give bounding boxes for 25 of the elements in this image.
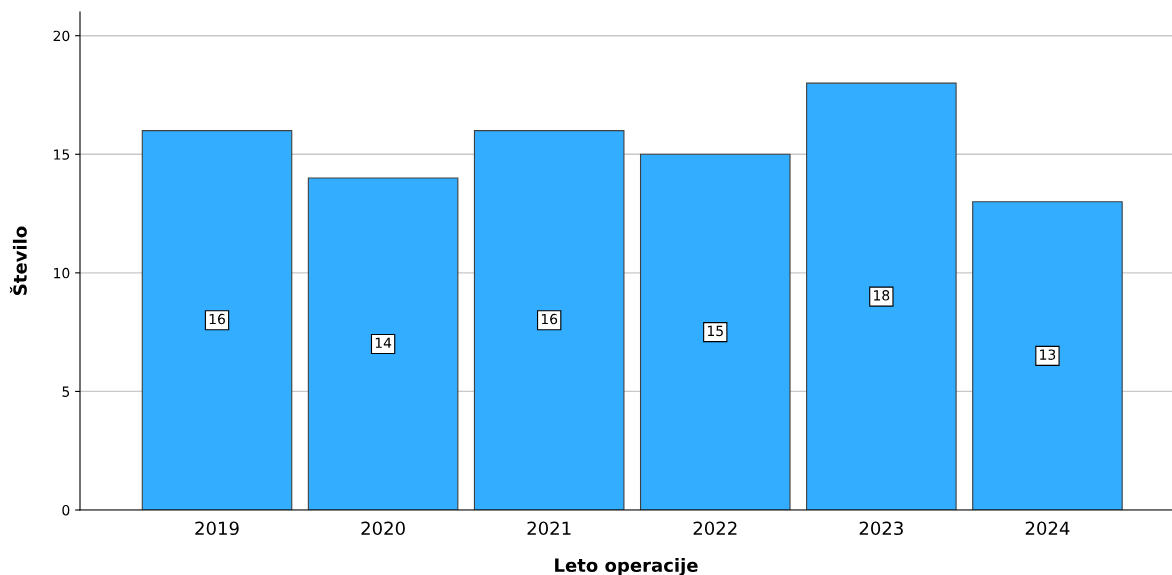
x-tick-label: 2022 xyxy=(693,521,737,536)
bar xyxy=(473,130,625,510)
data-label: 16 xyxy=(541,313,558,325)
y-tick-label: 10 xyxy=(54,267,70,279)
data-label: 18 xyxy=(874,290,890,301)
y-tick-label: 20 xyxy=(53,30,70,42)
bar xyxy=(972,201,1123,510)
data-label: 15 xyxy=(707,325,723,337)
data-label: 16 xyxy=(209,313,225,325)
x-tick-label: 2024 xyxy=(1025,521,1070,536)
x-tick-label: 2020 xyxy=(361,521,405,536)
y-tick-label: 15 xyxy=(54,149,70,160)
bar xyxy=(307,177,459,510)
bar xyxy=(639,153,791,510)
data-label: 13 xyxy=(1040,349,1056,360)
x-tick-label: 2023 xyxy=(859,521,903,536)
y-tick-label: 5 xyxy=(62,386,70,397)
x-tick-label: 2019 xyxy=(195,521,239,536)
bar xyxy=(141,130,293,510)
bar xyxy=(806,82,957,510)
data-label: 14 xyxy=(375,337,392,348)
y-tick-label: 0 xyxy=(62,504,70,516)
x-tick-label: 2021 xyxy=(527,521,571,536)
x-axis-title: Leto operacije xyxy=(555,558,698,575)
y-axis-title: Število xyxy=(9,226,27,295)
